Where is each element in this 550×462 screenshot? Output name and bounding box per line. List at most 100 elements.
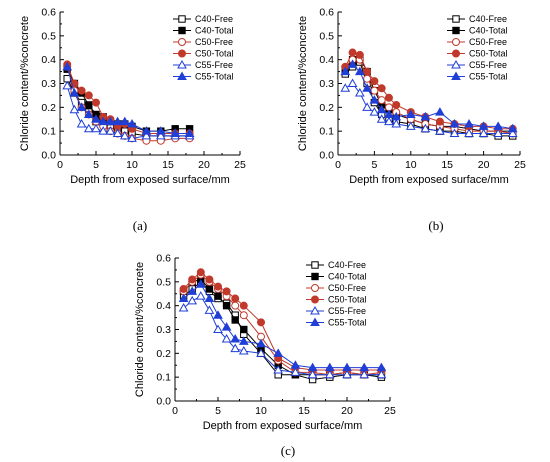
legend-label-b-c55-total: C55-Total	[469, 72, 508, 82]
data-point-a-c55-free	[83, 123, 94, 133]
legend-label-b-c50-free: C50-Free	[469, 37, 507, 47]
data-point-b-c55-free	[340, 83, 351, 92]
y-tick-label-a-0.3: 0.3	[41, 78, 56, 90]
data-point-c-c50-free	[239, 311, 248, 320]
data-point-c-c40-total	[231, 316, 239, 324]
data-point-c-c55-total	[273, 348, 284, 357]
data-point-b-c55-total	[391, 111, 402, 121]
data-point-b-c50-total	[377, 84, 386, 93]
data-point-a-c55-free	[105, 126, 116, 135]
data-point-c-c50-total	[231, 294, 240, 303]
legend-marker-b-c40-total	[452, 26, 460, 35]
legend-label-c-c40-total: C40-Total	[328, 272, 367, 282]
y-tick-label-a-0.1: 0.1	[41, 126, 56, 138]
data-point-c-c55-total	[178, 293, 189, 303]
legend-label-a-c50-total: C50-Total	[195, 49, 234, 59]
data-point-b-c55-free	[362, 102, 372, 111]
data-point-b-c55-total	[478, 121, 489, 130]
x-tick-label-b-5: 5	[371, 159, 377, 171]
data-point-b-c50-total	[363, 67, 372, 76]
chart-panel-c: 0 5 10 15 20 25 0.0 0.1 0.2 0.3 0.4 0.5 0.6 Depth fro…	[130, 243, 405, 443]
data-point-b-c50-total	[435, 117, 444, 126]
data-point-c-c55-total	[221, 322, 232, 331]
data-point-b-c55-total	[369, 95, 380, 104]
data-point-b-c50-free	[377, 96, 386, 105]
series-c-c55-total	[178, 279, 387, 372]
x-tick-label-a-25: 25	[234, 159, 246, 171]
legend-label-c-c55-free: C55-Free	[328, 306, 366, 316]
y-tick-label-b-0.4: 0.4	[319, 54, 334, 66]
data-point-c-c50-total	[196, 268, 205, 277]
data-point-b-c55-total	[376, 104, 387, 114]
series-line-b-c55-free	[345, 82, 513, 135]
data-point-b-c55-total	[354, 66, 365, 76]
data-point-a-c50-total	[84, 91, 93, 100]
data-point-a-c40-total	[85, 101, 93, 109]
series-line-b-c55-total	[344, 63, 513, 130]
y-tick-label-c-0.4: 0.4	[156, 300, 171, 312]
data-point-a-c55-total	[83, 109, 94, 118]
x-axis-label-a: Depth from exposed surface/mm	[70, 174, 230, 186]
y-tick-label-b-0.6: 0.6	[319, 7, 334, 19]
data-point-b-c55-total	[435, 107, 445, 116]
legend-marker-a-c40-total	[178, 26, 186, 35]
data-point-a-c55-free	[69, 104, 80, 114]
legend-marker-b-c40-free	[452, 15, 460, 23]
data-point-b-c55-total	[362, 83, 372, 92]
data-point-c-c55-free	[238, 345, 249, 355]
data-point-b-c55-total	[493, 121, 504, 130]
data-point-c-c55-free	[359, 369, 370, 379]
legend-marker-a-c50-total	[178, 49, 186, 58]
legend-label-b-c40-free: C40-Free	[469, 14, 507, 24]
x-axis-label-b: Depth from exposed surface/mm	[349, 174, 509, 186]
data-point-a-c55-total	[98, 116, 109, 126]
data-point-c-c55-total	[376, 362, 387, 372]
data-point-c-c55-total	[213, 310, 223, 319]
x-tick-label-a-10: 10	[126, 159, 138, 171]
data-point-a-c55-total	[69, 88, 80, 97]
data-point-c-c55-total	[359, 362, 370, 372]
caption-b: (b)	[428, 218, 444, 233]
legend-label-b-c55-free: C55-Free	[469, 60, 507, 70]
data-point-a-c55-free	[62, 80, 73, 90]
data-point-b-c50-total	[348, 48, 357, 57]
caption-a: (a)	[132, 218, 148, 233]
data-point-c-c40-total	[240, 325, 248, 334]
series-b-c55-total	[340, 59, 518, 133]
data-point-c-c55-free	[230, 343, 241, 353]
data-point-a-c55-total	[170, 128, 181, 138]
legend-marker-b-c50-total	[452, 49, 460, 58]
data-point-c-c55-total	[187, 286, 198, 295]
data-point-c-c55-free	[213, 324, 223, 333]
data-point-c-c55-free	[187, 295, 198, 305]
x-tick-label-a-0: 0	[57, 159, 63, 171]
data-point-c-c55-free	[376, 369, 387, 379]
data-point-b-c55-total	[384, 109, 394, 118]
legend-marker-c-c50-total	[311, 295, 319, 304]
x-tick-label-a-15: 15	[162, 159, 174, 171]
data-point-b-c55-total	[347, 59, 358, 68]
series-line-c-c50-free	[183, 274, 382, 376]
series-line-b-c50-total	[344, 51, 513, 130]
series-line-c-c55-free	[183, 295, 382, 376]
legend-label-a-c55-total: C55-Total	[195, 72, 234, 82]
y-tick-label-c-0.6: 0.6	[156, 253, 171, 265]
legend-label-c-c40-free: C40-Free	[328, 260, 366, 270]
data-point-b-c55-free	[493, 128, 504, 138]
x-tick-label-c-25: 25	[384, 405, 396, 417]
data-point-a-c55-total	[112, 116, 123, 126]
data-point-c-c50-total	[239, 301, 248, 310]
legend-marker-a-c40-free	[178, 15, 186, 23]
series-a-c55-total	[62, 61, 195, 138]
data-point-c-c50-total	[179, 284, 188, 293]
x-tick-label-c-5: 5	[215, 405, 221, 417]
data-point-a-c55-free	[141, 130, 152, 140]
y-tick-label-a-0.4: 0.4	[41, 54, 56, 66]
data-point-b-c55-free	[449, 128, 460, 138]
data-point-b-c50-total	[355, 50, 364, 59]
data-point-b-c55-free	[384, 116, 394, 126]
data-point-b-c55-free	[507, 128, 518, 138]
data-point-b-c55-free	[405, 121, 416, 130]
legend-marker-a-c50-free	[178, 38, 186, 46]
